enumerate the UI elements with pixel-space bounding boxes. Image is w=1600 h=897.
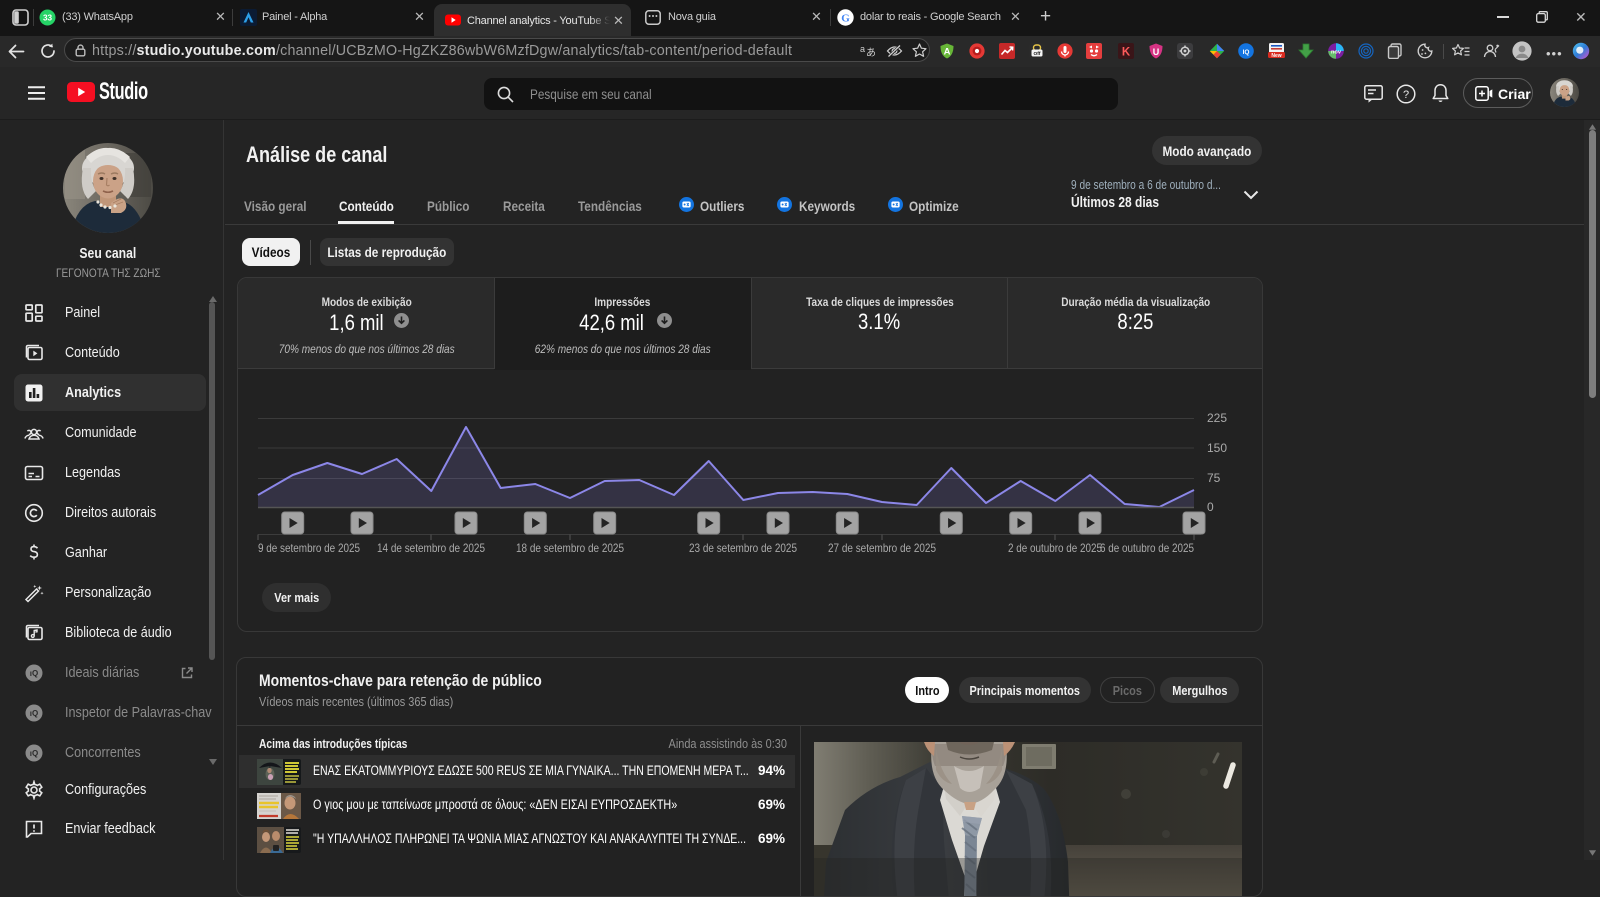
svg-text:6 de outubro de 2025: 6 de outubro de 2025 bbox=[1100, 541, 1194, 555]
svg-text:New: New bbox=[1271, 53, 1281, 59]
svg-text:?: ? bbox=[1403, 89, 1409, 101]
svg-text:27 de setembro de 2025: 27 de setembro de 2025 bbox=[828, 541, 936, 555]
svg-text:0: 0 bbox=[1207, 500, 1214, 514]
svg-text:ıQ: ıQ bbox=[30, 749, 38, 758]
svg-text:ıQ: ıQ bbox=[30, 709, 38, 718]
svg-text:9 de setembro de 2025: 9 de setembro de 2025 bbox=[258, 541, 360, 555]
svg-text:2 de outubro de 2025: 2 de outubro de 2025 bbox=[1008, 541, 1102, 555]
svg-text:18 de setembro de 2025: 18 de setembro de 2025 bbox=[516, 541, 624, 555]
svg-text:ıQ: ıQ bbox=[30, 669, 38, 678]
svg-text:150: 150 bbox=[1207, 441, 1227, 455]
svg-text:IQ: IQ bbox=[1243, 49, 1250, 56]
svg-text:75: 75 bbox=[1207, 471, 1221, 485]
svg-text:225: 225 bbox=[1207, 411, 1227, 425]
svg-text:K: K bbox=[1122, 46, 1131, 58]
svg-text:Off: Off bbox=[1034, 51, 1041, 57]
svg-text:33: 33 bbox=[43, 14, 53, 23]
svg-text:nov: nov bbox=[1331, 50, 1342, 56]
svg-text:A: A bbox=[944, 47, 951, 58]
svg-text:G: G bbox=[841, 12, 850, 24]
svg-text:あ: あ bbox=[866, 47, 876, 59]
svg-text:14 de setembro de 2025: 14 de setembro de 2025 bbox=[377, 541, 485, 555]
svg-text:23 de setembro de 2025: 23 de setembro de 2025 bbox=[689, 541, 797, 555]
svg-text:U: U bbox=[1153, 47, 1160, 57]
svg-text:a: a bbox=[860, 44, 865, 54]
